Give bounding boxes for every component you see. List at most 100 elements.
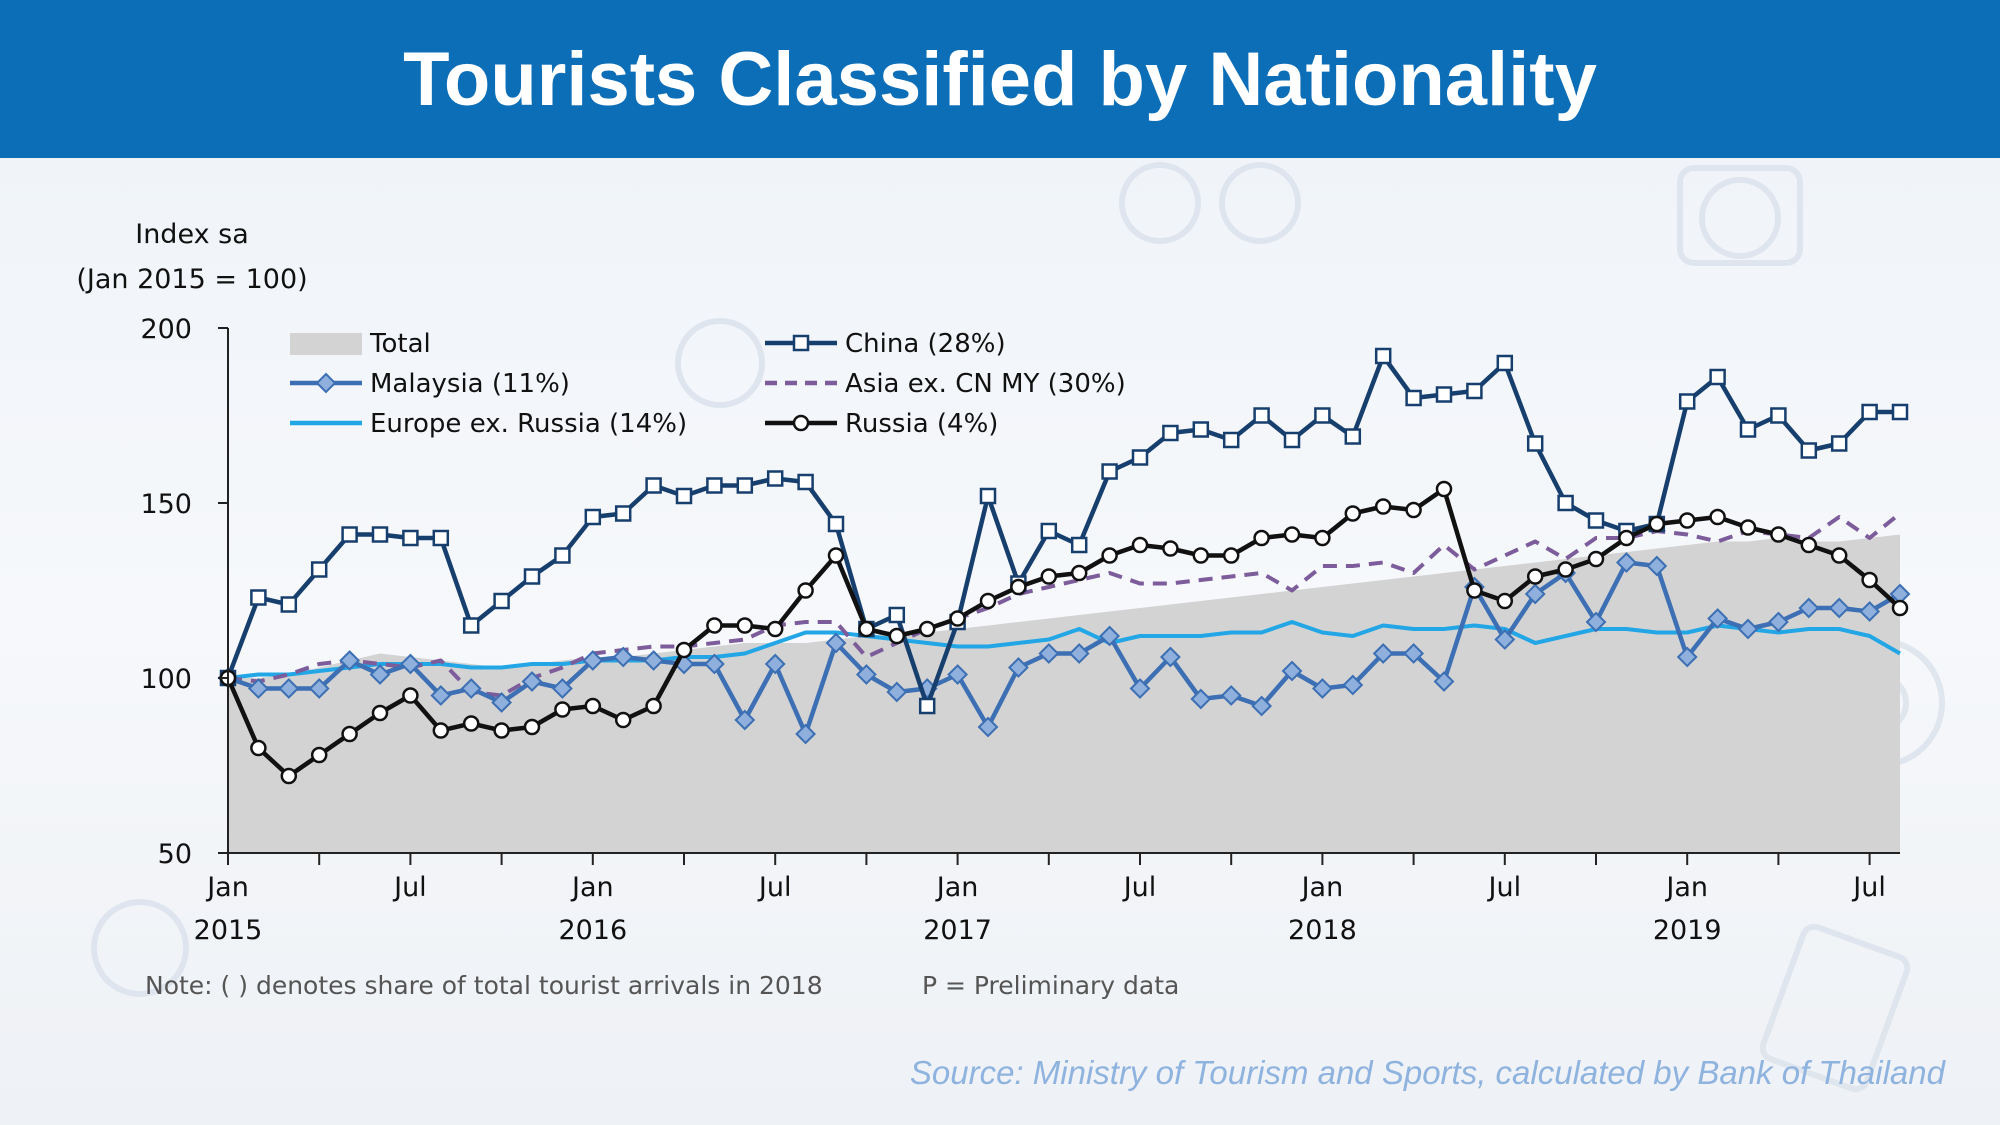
point-china-28-15 [675,487,693,505]
y-tick-label-150: 150 [140,489,192,520]
point-malaysia-11-37 [1342,674,1364,696]
point-russia-4-24 [949,610,966,627]
series-malaysia-11 [217,552,1911,745]
point-china-28-43 [1526,435,1544,452]
sunglasses-icon [1119,162,1201,244]
point-malaysia-11-33 [1220,685,1242,706]
point-malaysia-11-16 [703,653,725,675]
legend-item-2: Malaysia (11%) [290,369,570,399]
point-russia-4-26 [1010,578,1027,596]
point-china-28-41 [1466,382,1483,400]
point-malaysia-11-6 [399,653,421,675]
point-china-28-51 [1770,407,1787,424]
point-russia-4-46 [1618,529,1635,547]
line-asia-ex-cn-my-30 [227,511,1902,698]
point-china-28-17 [736,477,754,494]
point-russia-4-53 [1830,547,1848,564]
point-china-28-14 [645,477,662,494]
point-malaysia-11-18 [764,653,786,675]
point-malaysia-11-3 [308,678,330,699]
point-china-28-48 [1678,393,1696,410]
point-russia-4-54 [1861,571,1878,589]
point-china-28-39 [1405,389,1422,407]
point-malaysia-11-48 [1676,646,1698,668]
point-russia-4-43 [1526,568,1544,585]
point-malaysia-11-54 [1859,601,1881,622]
legend-label-5: Russia (4%) [845,409,998,439]
point-china-28-40 [1435,386,1453,403]
point-malaysia-11-50 [1737,618,1759,640]
x-tick-label-4: Jan [935,872,979,903]
point-china-28-54 [1861,403,1878,421]
plot-area [217,347,1911,853]
series-russia-4 [219,480,1909,785]
legend-item-3: Asia ex. CN MY (30%) [765,369,1126,399]
point-malaysia-11-42 [1494,629,1516,650]
x-tick-label-9: Jul [1851,872,1886,903]
area-total [228,534,1900,853]
series-asia-ex-cn-my-30 [227,511,1902,698]
point-russia-4-3 [310,746,328,764]
x-year-label-4: 2017 [923,915,992,946]
series-europe-ex-russia-14 [227,620,1901,680]
legend-label-4: Europe ex. Russia (14%) [370,409,687,439]
point-russia-4-21 [858,620,875,638]
point-malaysia-11-7 [430,685,452,706]
point-malaysia-11-1 [247,678,269,699]
x-year-label-6: 2018 [1288,915,1357,946]
legend-marker-5 [792,414,810,432]
legend-marker-2 [315,372,337,394]
point-china-28-19 [797,473,814,491]
point-china-28-3 [310,561,328,578]
point-russia-4-50 [1739,519,1757,536]
point-russia-4-45 [1587,550,1605,568]
point-china-28-44 [1557,494,1574,512]
point-russia-4-7 [432,722,450,739]
point-russia-4-35 [1283,526,1301,543]
legend-label-3: Asia ex. CN MY (30%) [845,369,1126,399]
point-china-28-20 [827,515,845,533]
point-china-28-4 [341,526,358,543]
point-malaysia-11-36 [1311,678,1333,699]
point-china-28-16 [706,477,723,494]
point-malaysia-11-46 [1615,552,1637,573]
preliminary-note: P = Preliminary data [922,971,1179,1000]
axes: 50 100 150 200 Jan 2015 Jul Jan 2016 Jul Jan 2017 Ju… [140,314,1900,946]
point-russia-4-8 [462,715,480,732]
point-russia-4-49 [1709,508,1726,526]
series-total [228,534,1900,853]
point-china-28-53 [1830,435,1848,452]
point-china-28-31 [1162,424,1179,442]
x-tick-label-3: Jul [757,872,792,903]
point-russia-4-5 [371,704,389,722]
point-malaysia-11-26 [1007,657,1029,678]
point-russia-4-2 [280,767,298,785]
point-malaysia-11-21 [855,664,877,685]
point-russia-4-29 [1101,547,1118,564]
point-russia-4-42 [1496,592,1514,610]
point-russia-4-4 [341,725,358,743]
point-malaysia-11-29 [1099,625,1121,647]
point-russia-4-11 [554,701,571,718]
point-malaysia-11-19 [795,723,817,745]
point-russia-4-23 [918,620,936,638]
yaxis-title-line2: (Jan 2015 = 100) [76,264,307,295]
point-malaysia-11-4 [339,650,361,671]
point-russia-4-22 [888,627,906,645]
point-russia-4-40 [1435,480,1453,498]
point-russia-4-13 [614,711,632,729]
title-banner: Tourists Classified by Nationality [0,0,2000,158]
point-china-28-11 [554,547,571,564]
suitcase-icon [1759,923,1911,1093]
point-malaysia-11-20 [825,632,847,654]
sunglasses-icon-right [1219,162,1301,244]
point-china-28-49 [1709,368,1726,386]
point-malaysia-11-25 [977,716,999,738]
point-russia-4-18 [766,620,784,638]
point-russia-4-34 [1253,529,1270,547]
point-china-28-5 [371,526,389,543]
point-russia-4-9 [493,722,510,739]
point-malaysia-11-34 [1251,695,1273,717]
point-china-28-8 [462,617,480,634]
legend-label-2: Malaysia (11%) [370,369,570,399]
